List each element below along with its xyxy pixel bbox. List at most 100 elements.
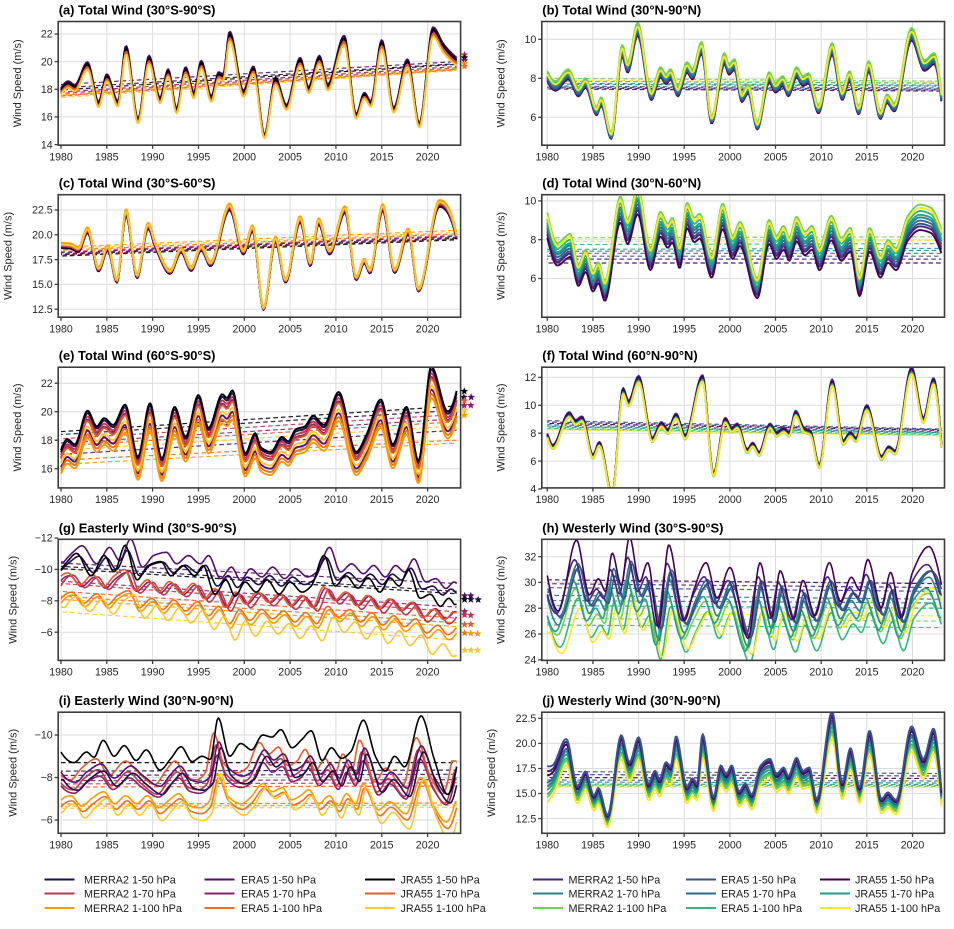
svg-text:1980: 1980 [536, 494, 560, 506]
svg-text:1985: 1985 [95, 840, 119, 852]
svg-text:1980: 1980 [49, 323, 73, 335]
svg-text:18: 18 [41, 435, 53, 447]
svg-text:1980: 1980 [536, 323, 560, 335]
svg-text:1995: 1995 [672, 494, 696, 506]
svg-text:17.5: 17.5 [516, 763, 537, 775]
svg-text:Wind Speed (m/s): Wind Speed (m/s) [496, 212, 508, 300]
svg-text:Wind Speed (m/s): Wind Speed (m/s) [7, 729, 19, 817]
svg-text:2020: 2020 [416, 151, 440, 163]
svg-text:16: 16 [41, 112, 53, 124]
svg-text:1995: 1995 [187, 323, 211, 335]
svg-text:1990: 1990 [141, 667, 165, 679]
svg-text:15.0: 15.0 [32, 279, 53, 291]
svg-text:2010: 2010 [809, 494, 833, 506]
svg-text:1995: 1995 [187, 667, 211, 679]
svg-text:2015: 2015 [370, 840, 394, 852]
svg-text:20.0: 20.0 [516, 738, 537, 750]
svg-text:1990: 1990 [627, 667, 651, 679]
svg-text:10: 10 [525, 196, 537, 208]
svg-text:1995: 1995 [672, 151, 696, 163]
svg-text:2020: 2020 [901, 667, 925, 679]
svg-text:2020: 2020 [901, 151, 925, 163]
svg-text:2000: 2000 [718, 494, 742, 506]
svg-text:2005: 2005 [764, 151, 788, 163]
svg-text:1995: 1995 [672, 323, 696, 335]
svg-text:ERA5 1-50 hPa: ERA5 1-50 hPa [241, 874, 316, 886]
svg-text:Wind Speed (m/s): Wind Speed (m/s) [496, 383, 508, 471]
svg-text:(b) Total Wind (30°N-90°N): (b) Total Wind (30°N-90°N) [542, 3, 701, 18]
svg-text:Wind Speed (m/s): Wind Speed (m/s) [496, 556, 508, 644]
svg-text:18: 18 [41, 84, 53, 96]
svg-text:2015: 2015 [370, 323, 394, 335]
svg-text:2000: 2000 [718, 840, 742, 852]
svg-text:−6: −6 [41, 627, 53, 639]
svg-text:2020: 2020 [901, 840, 925, 852]
svg-text:2000: 2000 [718, 151, 742, 163]
svg-text:1985: 1985 [581, 840, 605, 852]
svg-text:12.5: 12.5 [516, 813, 537, 825]
svg-text:28: 28 [525, 603, 537, 615]
svg-text:2005: 2005 [278, 151, 302, 163]
svg-text:2005: 2005 [278, 840, 302, 852]
svg-text:1985: 1985 [581, 323, 605, 335]
svg-text:8: 8 [530, 428, 536, 440]
svg-text:2005: 2005 [278, 494, 302, 506]
svg-text:JRA55 1-50 hPa: JRA55 1-50 hPa [855, 874, 934, 886]
svg-text:1990: 1990 [627, 840, 651, 852]
svg-text:1990: 1990 [627, 151, 651, 163]
svg-text:−8: −8 [41, 596, 53, 608]
svg-text:1980: 1980 [536, 840, 560, 852]
svg-text:−10: −10 [35, 730, 53, 742]
svg-text:2020: 2020 [416, 323, 440, 335]
svg-text:MERRA2 1-70 hPa: MERRA2 1-70 hPa [569, 888, 661, 900]
svg-text:MERRA2 1-50 hPa: MERRA2 1-50 hPa [569, 874, 661, 886]
svg-text:2000: 2000 [233, 494, 257, 506]
svg-text:1995: 1995 [672, 840, 696, 852]
svg-text:2005: 2005 [278, 667, 302, 679]
svg-text:(c) Total Wind (30°S-60°S): (c) Total Wind (30°S-60°S) [59, 176, 216, 191]
svg-text:4: 4 [530, 484, 536, 496]
svg-text:1990: 1990 [141, 840, 165, 852]
svg-text:1990: 1990 [141, 494, 165, 506]
svg-text:20: 20 [41, 406, 53, 418]
svg-text:2015: 2015 [855, 323, 879, 335]
svg-text:1995: 1995 [187, 151, 211, 163]
svg-text:12.5: 12.5 [32, 304, 53, 316]
svg-text:2000: 2000 [233, 667, 257, 679]
svg-text:1985: 1985 [95, 667, 119, 679]
svg-text:1985: 1985 [95, 323, 119, 335]
svg-text:1980: 1980 [536, 151, 560, 163]
svg-text:(f) Total Wind (60°N-90°N): (f) Total Wind (60°N-90°N) [542, 348, 697, 363]
svg-text:20: 20 [41, 56, 53, 68]
svg-text:JRA55 1-100 hPa: JRA55 1-100 hPa [401, 903, 486, 915]
svg-text:2010: 2010 [324, 667, 348, 679]
svg-text:1980: 1980 [49, 151, 73, 163]
svg-text:22: 22 [41, 29, 53, 41]
svg-text:1980: 1980 [536, 667, 560, 679]
svg-text:−6: −6 [41, 815, 53, 827]
svg-text:1980: 1980 [49, 494, 73, 506]
svg-text:30: 30 [525, 577, 537, 589]
svg-text:1985: 1985 [581, 494, 605, 506]
svg-text:6: 6 [530, 456, 536, 468]
svg-text:ERA5 1-100 hPa: ERA5 1-100 hPa [721, 903, 802, 915]
svg-text:12: 12 [525, 372, 537, 384]
svg-text:24: 24 [525, 655, 537, 667]
svg-text:(d) Total Wind (30°N-60°N): (d) Total Wind (30°N-60°N) [542, 176, 701, 191]
svg-text:22.5: 22.5 [32, 205, 53, 217]
svg-text:ERA5 1-100 hPa: ERA5 1-100 hPa [241, 903, 322, 915]
svg-text:17.5: 17.5 [32, 254, 53, 266]
svg-text:2015: 2015 [855, 151, 879, 163]
svg-text:2005: 2005 [764, 667, 788, 679]
svg-text:8: 8 [530, 73, 536, 85]
svg-text:(j) Westerly Wind (30°N-90°N): (j) Westerly Wind (30°N-90°N) [542, 693, 720, 708]
svg-text:2020: 2020 [416, 840, 440, 852]
svg-text:2015: 2015 [370, 667, 394, 679]
svg-text:1990: 1990 [141, 323, 165, 335]
svg-text:−8: −8 [41, 772, 53, 784]
svg-text:(g) Easterly Wind (30°S-90°S): (g) Easterly Wind (30°S-90°S) [59, 520, 237, 535]
svg-text:2015: 2015 [855, 494, 879, 506]
svg-text:Wind Speed (m/s): Wind Speed (m/s) [12, 39, 24, 127]
svg-text:1980: 1980 [49, 840, 73, 852]
svg-text:2010: 2010 [809, 840, 833, 852]
